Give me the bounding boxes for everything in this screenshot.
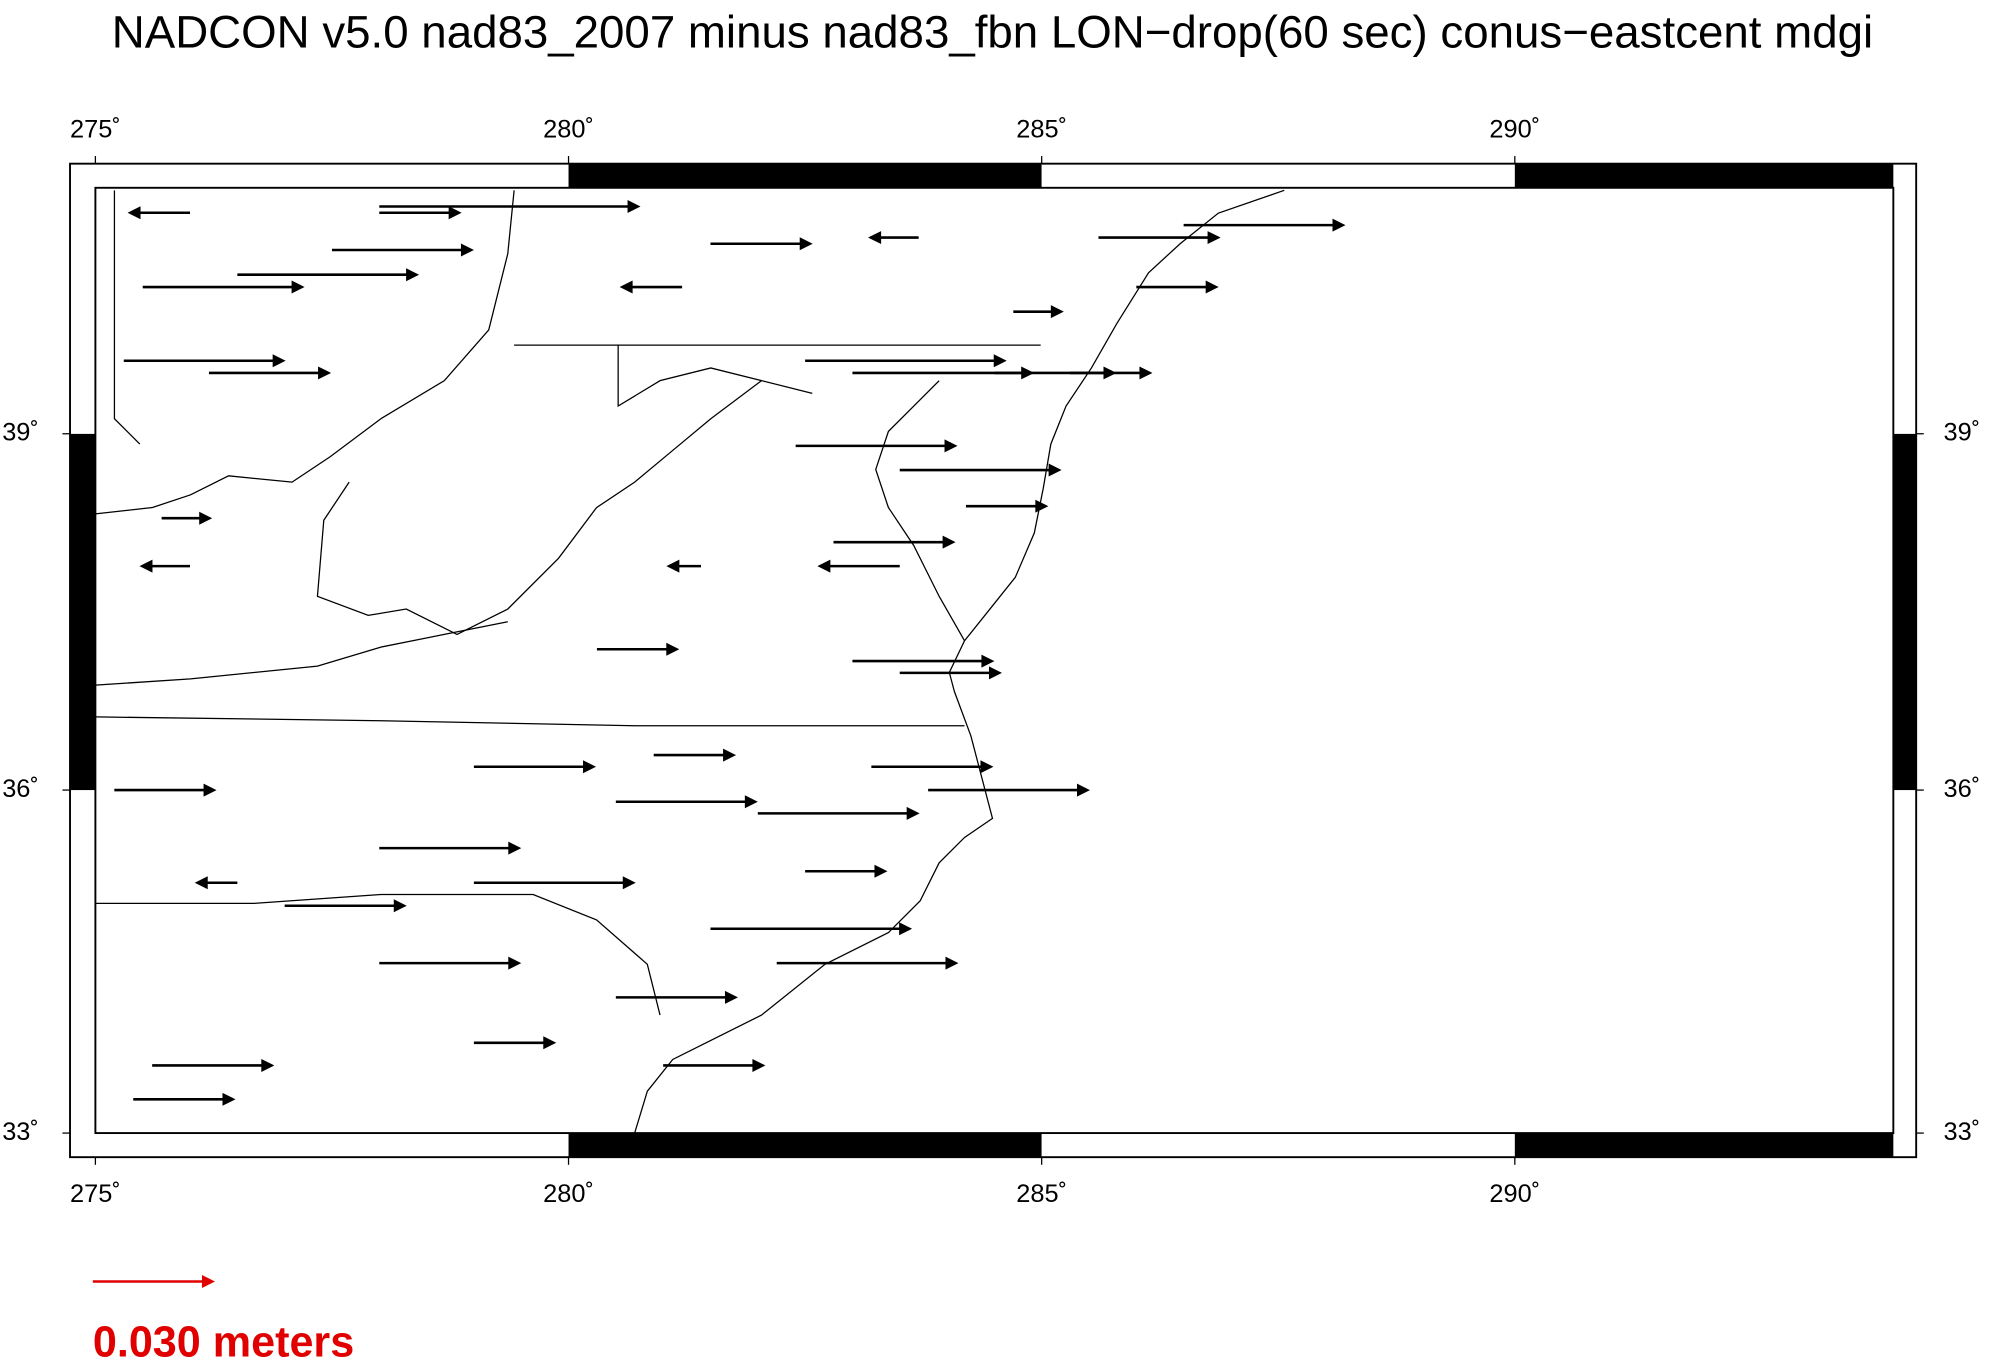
displacement-vector xyxy=(615,795,758,809)
x-tick-label: 275˚ xyxy=(70,1180,121,1208)
state-line-md-panhandle xyxy=(617,345,813,408)
state-line-ky-tn xyxy=(95,621,508,686)
x-tick-label: 290˚ xyxy=(1489,115,1540,143)
displacement-vector xyxy=(663,1058,766,1072)
scale-arrow xyxy=(92,1275,215,1289)
displacement-vector xyxy=(331,243,474,257)
border-segment xyxy=(568,1133,1042,1158)
frame: 275˚ 275˚ 280˚ 280˚ 285˚ 285˚ 290˚ 290˚ 33˚ 33˚ 36… xyxy=(2,115,1980,1208)
chesapeake xyxy=(875,380,966,642)
y-tick-label: 39˚ xyxy=(2,418,39,446)
displacement-vector xyxy=(379,956,522,970)
state-line-va-wv xyxy=(316,380,762,636)
displacement-vector xyxy=(194,876,238,890)
scale-label: 0.030 meters xyxy=(93,1318,354,1364)
displacement-vector xyxy=(833,535,956,549)
displacement-vector xyxy=(899,463,1062,477)
border-segment xyxy=(70,790,96,1134)
border-segment xyxy=(1041,163,1515,188)
x-tick-label: 280˚ xyxy=(543,1180,594,1208)
border-segment xyxy=(1893,433,1917,791)
border-segment xyxy=(1514,163,1894,188)
displacement-vector xyxy=(379,206,462,220)
frame-outer xyxy=(69,162,1918,1159)
y-tick-label: 33˚ xyxy=(1944,1118,1981,1146)
displacement-vector xyxy=(871,760,994,774)
displacement-vector xyxy=(817,559,900,573)
displacement-vector xyxy=(1070,366,1153,380)
displacement-vector xyxy=(653,748,737,762)
state-line-sc-nc xyxy=(95,893,661,1016)
x-tick-label: 290˚ xyxy=(1489,1180,1540,1208)
map-title: NADCON v5.0 nad83_2007 minus nad83_fbn L… xyxy=(112,7,1873,58)
displacement-vector xyxy=(868,231,919,245)
x-tick-label: 280˚ xyxy=(543,115,594,143)
state-line-nc-va xyxy=(95,716,965,727)
displacement-vector xyxy=(1183,218,1346,232)
displacement-vector xyxy=(473,876,636,890)
displacement-vector xyxy=(710,922,913,936)
displacement-vector xyxy=(152,1058,275,1072)
displacement-vector xyxy=(899,666,1002,680)
displacement-vector xyxy=(666,559,702,573)
displacement-vector xyxy=(710,237,813,251)
displacement-vector xyxy=(133,1092,236,1106)
displacement-vector xyxy=(161,511,213,525)
y-tick-label: 36˚ xyxy=(1944,775,1981,803)
state-line-wv xyxy=(95,190,515,515)
scale-legend: 0.030 meters xyxy=(92,1275,354,1364)
x-tick-label: 285˚ xyxy=(1016,115,1067,143)
displacement-vector xyxy=(795,439,958,453)
y-tick-label: 36˚ xyxy=(2,775,39,803)
border-segment xyxy=(568,163,1042,188)
displacement-vector xyxy=(776,956,959,970)
border-segment xyxy=(1893,187,1917,434)
displacement-vector xyxy=(852,654,995,668)
displacement-vector xyxy=(237,268,420,282)
displacement-vector xyxy=(615,990,738,1004)
displacement-vector xyxy=(208,366,332,380)
displacement-vector xyxy=(1136,280,1219,294)
x-tick-label: 285˚ xyxy=(1016,1180,1067,1208)
displacement-vector xyxy=(284,899,407,913)
state-line-oh xyxy=(113,190,141,445)
displacement-vector xyxy=(473,1036,557,1050)
displacement-vector xyxy=(965,499,1049,513)
y-tick-label: 33˚ xyxy=(2,1118,39,1146)
displacement-vector xyxy=(379,199,641,213)
displacement-vector xyxy=(928,783,1090,797)
displacement-vector xyxy=(123,354,286,368)
displacement-vector xyxy=(757,806,920,820)
border-segment xyxy=(95,1133,569,1158)
x-tick-label: 275˚ xyxy=(70,115,121,143)
border-segment xyxy=(70,187,96,434)
border-segment xyxy=(1514,1133,1894,1158)
displacement-vector xyxy=(142,280,305,294)
displacement-vector xyxy=(805,354,1007,368)
vectors xyxy=(114,199,1346,1106)
displacement-vector xyxy=(114,783,217,797)
displacement-vector xyxy=(596,642,680,656)
displacement-vector xyxy=(379,841,522,855)
displacement-vector xyxy=(1013,305,1064,319)
displacement-vector xyxy=(805,864,888,878)
border-segment xyxy=(70,433,96,791)
border-segment xyxy=(1041,1133,1515,1158)
displacement-vector xyxy=(619,280,683,294)
displacement-vector xyxy=(1098,231,1221,245)
y-tick-label: 39˚ xyxy=(1944,418,1981,446)
displacement-vector xyxy=(139,559,191,573)
border-segment xyxy=(95,163,569,188)
border-segment xyxy=(1893,790,1917,1134)
displacement-vector xyxy=(127,206,191,220)
frame-inner xyxy=(94,186,1895,1135)
displacement-vector xyxy=(473,760,597,774)
